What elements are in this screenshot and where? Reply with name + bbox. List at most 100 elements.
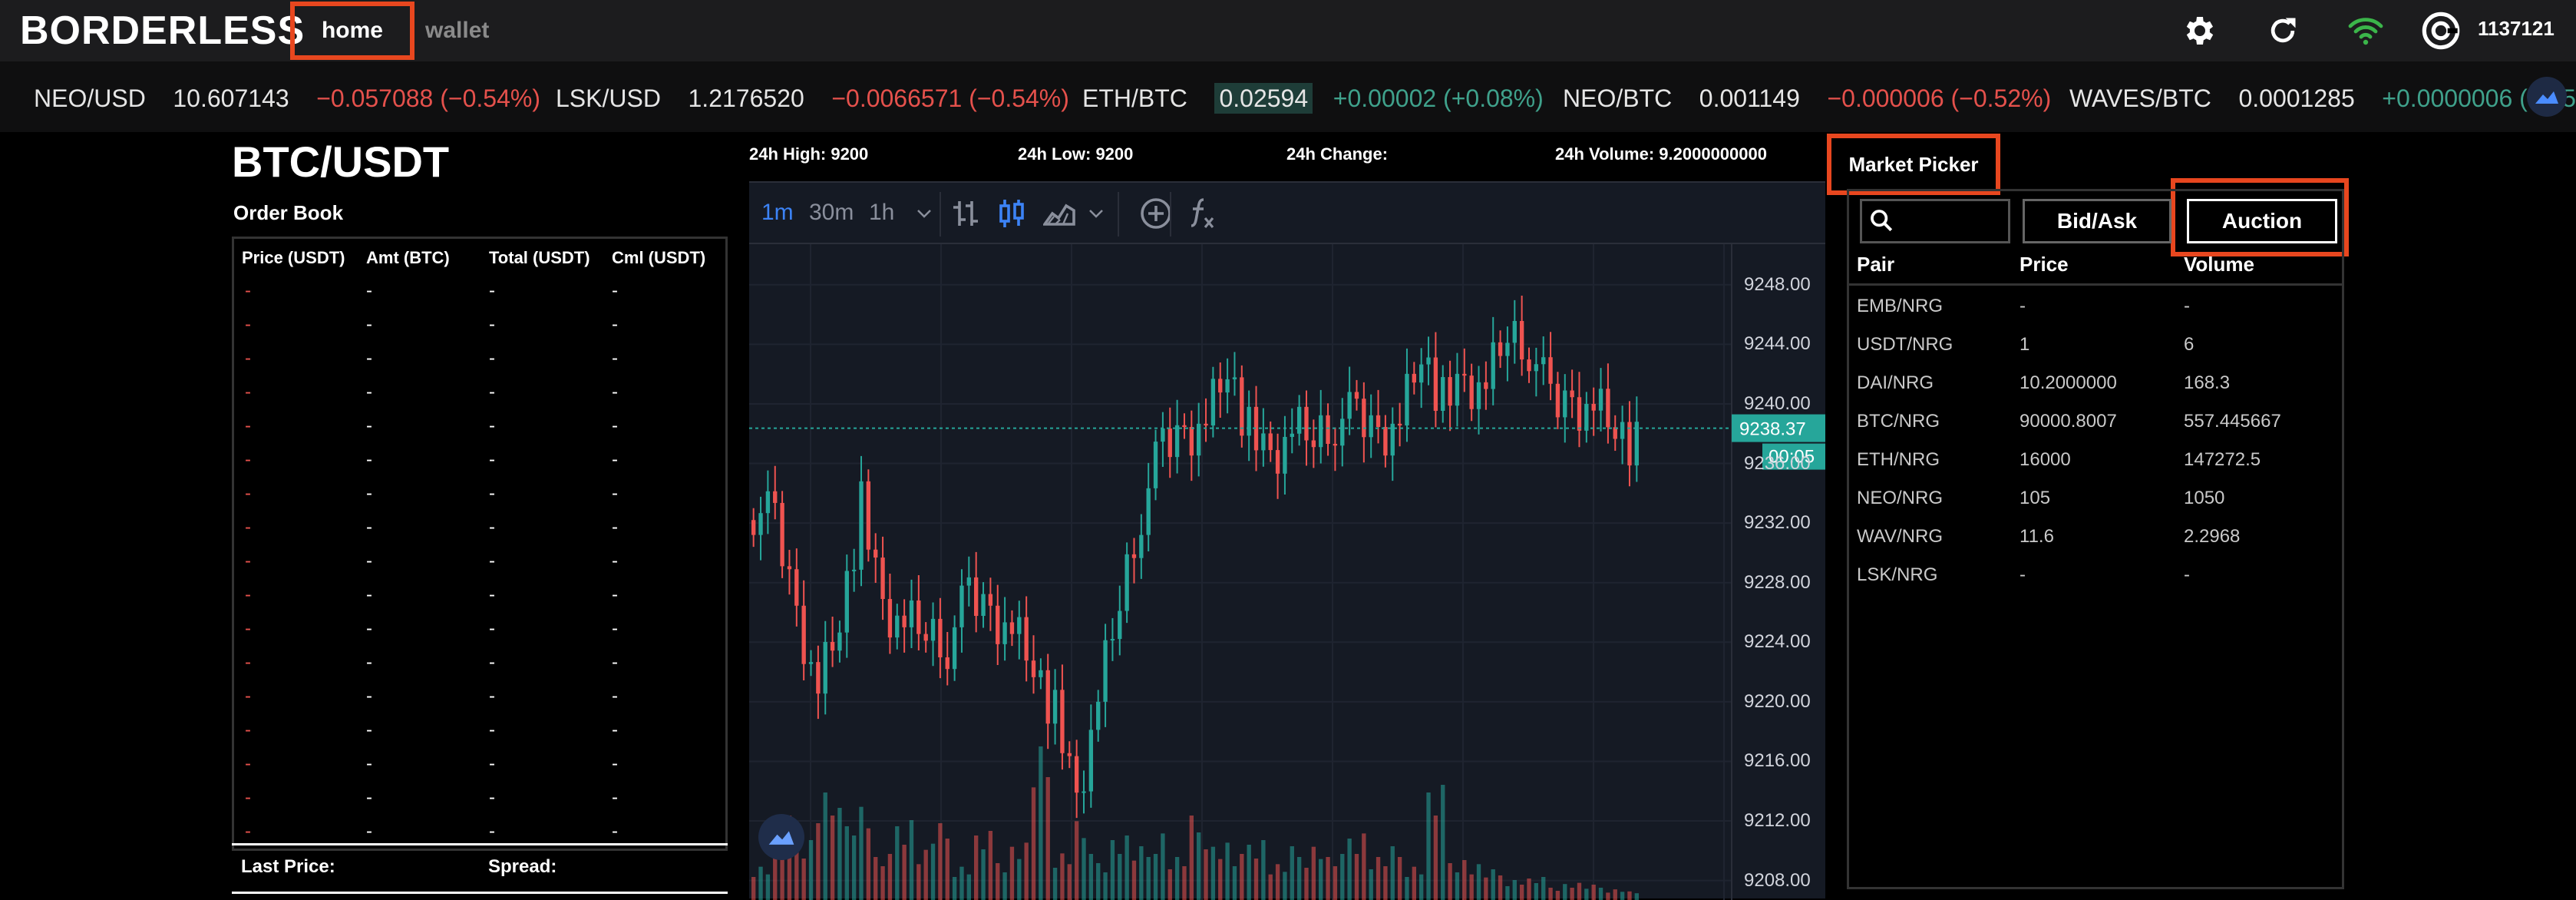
candle-body <box>923 634 928 641</box>
candle-body <box>966 577 971 586</box>
market-row[interactable]: NEO/NRG 105 1050 <box>1849 480 2342 518</box>
price-chart[interactable]: 1m 30m 1h 9238.37 00:05 9248.00 9244.00 924… <box>749 181 1825 900</box>
candle-body <box>1534 364 1539 372</box>
order-book-label: Order Book <box>233 201 344 224</box>
volume-bar <box>1512 880 1517 900</box>
volume-bar <box>1620 892 1625 900</box>
volume-bar <box>1247 845 1251 900</box>
market-pair: BTC/NRG <box>1857 411 1940 432</box>
tradingview-icon[interactable] <box>758 814 804 860</box>
candle-body <box>1347 392 1352 419</box>
order-book-cell: - <box>489 449 495 470</box>
market-row[interactable]: DAI/NRG 10.2000000 168.3 <box>1849 365 2342 403</box>
order-book-cell: - <box>366 517 372 538</box>
market-search-input[interactable] <box>1860 199 2010 243</box>
volume-bar <box>981 849 986 900</box>
candle-body <box>758 513 763 535</box>
candle-body <box>1182 425 1187 428</box>
candle-body <box>1017 617 1022 634</box>
order-book-cell: - <box>366 449 372 470</box>
volume-bar <box>1024 842 1029 900</box>
ticker-item[interactable]: WAVES/BTC 0.0001285 +0.0000006 (+0.5 <box>2069 84 2576 113</box>
candle-body <box>1290 433 1294 437</box>
wifi-icon <box>2344 9 2387 52</box>
brand-logo[interactable]: BORDERLESS <box>20 8 305 53</box>
market-row[interactable]: USDT/NRG 1 6 <box>1849 326 2342 365</box>
market-pair: EMB/NRG <box>1857 296 1944 316</box>
timeframe-30m[interactable]: 30m <box>809 200 854 225</box>
volume-bar <box>930 843 936 900</box>
volume-bar <box>1067 864 1072 900</box>
order-book-cell: - <box>612 720 618 740</box>
volume-bar <box>1448 863 1452 900</box>
volume-bar <box>1204 849 1208 900</box>
area-style-icon[interactable] <box>1041 195 1078 232</box>
candle-body <box>1548 357 1553 384</box>
volume-bar <box>1405 877 1409 900</box>
ticker-item[interactable]: LSK/USD 1.2176520 −0.0066571 (−0.54%) <box>556 84 1069 113</box>
bar-style-icon[interactable] <box>947 195 984 232</box>
account-icon[interactable] <box>2419 9 2462 52</box>
nav-wallet-tab[interactable]: wallet <box>425 18 490 43</box>
order-book-cell: - <box>612 551 618 571</box>
order-book-row: ---- <box>234 781 725 815</box>
chevron-down-icon[interactable] <box>1078 195 1115 232</box>
candlestick-plot[interactable]: 9238.37 00:05 <box>749 244 1825 900</box>
order-book-cell: - <box>489 348 495 369</box>
auction-button[interactable]: Auction <box>2187 199 2337 243</box>
volume-bar <box>974 835 979 900</box>
spread-label: Spread: <box>488 856 557 877</box>
nav-home-tab[interactable]: home <box>290 2 414 60</box>
volume-bar <box>1613 889 1617 900</box>
order-book-cell: - <box>366 314 372 335</box>
market-row[interactable]: LSK/NRG - - <box>1849 557 2342 595</box>
volume-bar <box>1412 866 1416 900</box>
toolbar-divider <box>1170 192 1171 237</box>
ticker-item[interactable]: NEO/BTC 0.001149 −0.000006 (−0.52%) <box>1563 84 2051 113</box>
chevron-down-icon[interactable] <box>906 195 943 232</box>
volume-bar <box>1009 846 1015 900</box>
candle-body <box>945 657 949 670</box>
volume-bar <box>1189 816 1194 900</box>
gear-icon[interactable] <box>2177 9 2220 52</box>
volume-bar <box>1261 840 1266 900</box>
crosshair-icon[interactable] <box>1138 195 1174 232</box>
candle-body <box>1045 670 1050 724</box>
order-book-cell: - <box>366 821 372 842</box>
tradingview-icon[interactable] <box>2527 77 2567 117</box>
order-book-cell: - <box>245 517 251 538</box>
market-row[interactable]: WAV/NRG 11.6 2.2968 <box>1849 518 2342 557</box>
volume-bar <box>1333 866 1338 900</box>
volume-bar <box>1591 885 1596 900</box>
candles-icon[interactable] <box>993 195 1030 232</box>
ticker-item[interactable]: NEO/USD 10.607143 −0.057088 (−0.54%) <box>34 84 540 113</box>
timeframe-1h[interactable]: 1h <box>869 200 895 225</box>
candle-body <box>1448 377 1452 406</box>
volume-bar <box>1555 891 1560 900</box>
market-row[interactable]: ETH/NRG 16000 147272.5 <box>1849 442 2342 480</box>
order-book-row: ---- <box>234 578 725 612</box>
order-book-cell: - <box>489 618 495 639</box>
market-row[interactable]: EMB/NRG - - <box>1849 288 2342 326</box>
candle-body <box>1555 383 1560 418</box>
order-book-row: ---- <box>234 713 725 747</box>
ticker-item[interactable]: ETH/BTC 0.02594 +0.00002 (+0.08%) <box>1082 83 1544 114</box>
order-book-row: ---- <box>234 680 725 713</box>
timeframe-1m[interactable]: 1m <box>761 200 794 225</box>
indicator-fx-icon[interactable] <box>1184 195 1220 232</box>
volume-bar <box>1275 864 1280 900</box>
candle-body <box>1376 415 1381 428</box>
order-book-cell: - <box>489 415 495 436</box>
volume-bar <box>1153 854 1158 900</box>
order-book-cell: - <box>489 517 495 538</box>
market-row[interactable]: BTC/NRG 90000.8007 557.445667 <box>1849 403 2342 442</box>
market-price: 16000 <box>2020 449 2071 470</box>
market-pair: LSK/NRG <box>1857 564 1938 585</box>
bid-ask-button[interactable]: Bid/Ask <box>2023 199 2171 243</box>
candle-body <box>1153 442 1158 488</box>
candle-body <box>1174 425 1180 458</box>
refresh-icon[interactable] <box>2261 9 2304 52</box>
candle-body <box>1247 406 1251 436</box>
candle-body <box>765 491 771 514</box>
candle-body <box>1074 756 1079 793</box>
